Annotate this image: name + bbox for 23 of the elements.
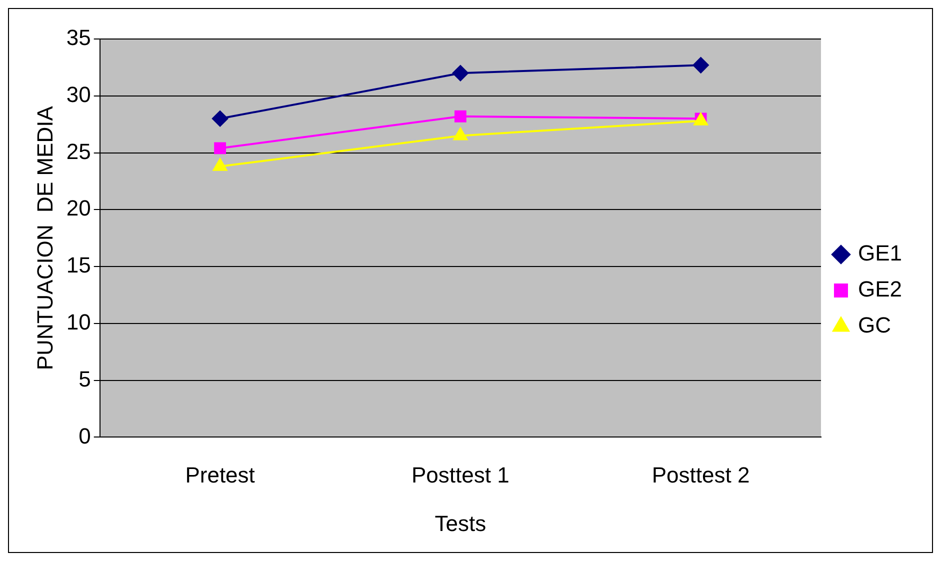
legend-label: GE1 <box>858 240 902 266</box>
y-tick-label: 25 <box>66 138 91 164</box>
x-tick-label: Posttest 2 <box>652 462 750 488</box>
point <box>214 142 226 154</box>
legend-label: GE2 <box>858 276 902 302</box>
point <box>692 57 709 74</box>
point <box>453 128 468 140</box>
y-tick-label: 0 <box>78 423 91 448</box>
legend-label: GC <box>858 312 892 338</box>
y-tick-label: 20 <box>66 196 91 221</box>
y-tick-label: 15 <box>66 252 91 278</box>
point <box>212 158 228 171</box>
y-tick-label: 5 <box>78 366 91 392</box>
point <box>212 110 228 127</box>
y-axis-title: PUNTUACION DE MEDIA <box>32 106 58 370</box>
y-tick-label: 30 <box>66 82 91 107</box>
x-axis-title: Tests <box>434 510 486 536</box>
x-tick-label: Pretest <box>185 462 255 488</box>
x-tick-label: Posttest 1 <box>412 462 510 488</box>
point <box>454 110 466 122</box>
y-tick-label: 10 <box>66 309 91 334</box>
y-tick-label: 35 <box>66 25 91 50</box>
point <box>452 65 468 82</box>
